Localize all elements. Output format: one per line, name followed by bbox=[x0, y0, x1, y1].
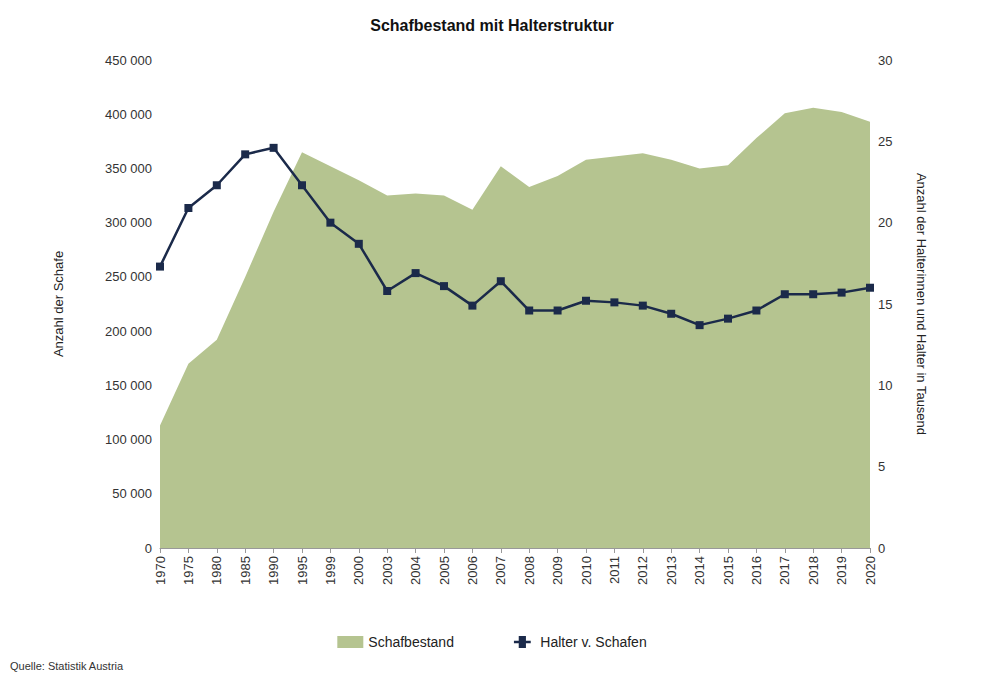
svg-text:450 000: 450 000 bbox=[105, 53, 152, 68]
svg-text:2003: 2003 bbox=[380, 556, 395, 585]
svg-text:350 000: 350 000 bbox=[105, 161, 152, 176]
svg-text:2000: 2000 bbox=[351, 556, 366, 585]
svg-text:2015: 2015 bbox=[721, 556, 736, 585]
svg-text:250 000: 250 000 bbox=[105, 269, 152, 284]
svg-text:2010: 2010 bbox=[579, 556, 594, 585]
svg-text:Anzahl der Schafe: Anzahl der Schafe bbox=[51, 251, 66, 357]
svg-text:1995: 1995 bbox=[295, 556, 310, 585]
svg-text:1980: 1980 bbox=[209, 556, 224, 585]
svg-text:30: 30 bbox=[878, 53, 892, 68]
svg-text:15: 15 bbox=[878, 297, 892, 312]
svg-text:1985: 1985 bbox=[238, 556, 253, 585]
svg-text:Halter v. Schafen: Halter v. Schafen bbox=[540, 634, 646, 650]
svg-text:0: 0 bbox=[878, 541, 885, 556]
svg-text:1970: 1970 bbox=[153, 556, 168, 585]
svg-text:2013: 2013 bbox=[664, 556, 679, 585]
svg-text:150 000: 150 000 bbox=[105, 378, 152, 393]
svg-text:50 000: 50 000 bbox=[112, 486, 152, 501]
svg-text:10: 10 bbox=[878, 378, 892, 393]
svg-text:200 000: 200 000 bbox=[105, 324, 152, 339]
svg-text:20: 20 bbox=[878, 215, 892, 230]
svg-text:2020: 2020 bbox=[863, 556, 878, 585]
svg-text:100 000: 100 000 bbox=[105, 432, 152, 447]
svg-text:Schafbestand: Schafbestand bbox=[368, 634, 454, 650]
svg-text:Quelle: Statistik Austria: Quelle: Statistik Austria bbox=[10, 660, 124, 672]
svg-text:1990: 1990 bbox=[266, 556, 281, 585]
svg-text:300 000: 300 000 bbox=[105, 215, 152, 230]
svg-text:2008: 2008 bbox=[522, 556, 537, 585]
svg-text:Schafbestand mit Halterstruktu: Schafbestand mit Halterstruktur bbox=[370, 17, 614, 34]
svg-text:1999: 1999 bbox=[323, 556, 338, 585]
svg-text:2004: 2004 bbox=[408, 556, 423, 585]
svg-text:2007: 2007 bbox=[493, 556, 508, 585]
svg-text:2018: 2018 bbox=[806, 556, 821, 585]
svg-text:2005: 2005 bbox=[437, 556, 452, 585]
svg-text:2011: 2011 bbox=[607, 556, 622, 584]
svg-text:25: 25 bbox=[878, 134, 892, 149]
svg-text:2006: 2006 bbox=[465, 556, 480, 585]
svg-text:2019: 2019 bbox=[834, 556, 849, 585]
svg-text:2012: 2012 bbox=[635, 556, 650, 585]
svg-text:2014: 2014 bbox=[692, 556, 707, 585]
svg-text:0: 0 bbox=[145, 541, 152, 556]
svg-text:2009: 2009 bbox=[550, 556, 565, 585]
svg-text:2016: 2016 bbox=[749, 556, 764, 585]
svg-text:5: 5 bbox=[878, 459, 885, 474]
svg-text:400 000: 400 000 bbox=[105, 107, 152, 122]
svg-text:Anzahl der Halterinnen und Hal: Anzahl der Halterinnen und Halter in Tau… bbox=[914, 173, 929, 435]
svg-text:2017: 2017 bbox=[777, 556, 792, 585]
svg-text:1975: 1975 bbox=[181, 556, 196, 585]
